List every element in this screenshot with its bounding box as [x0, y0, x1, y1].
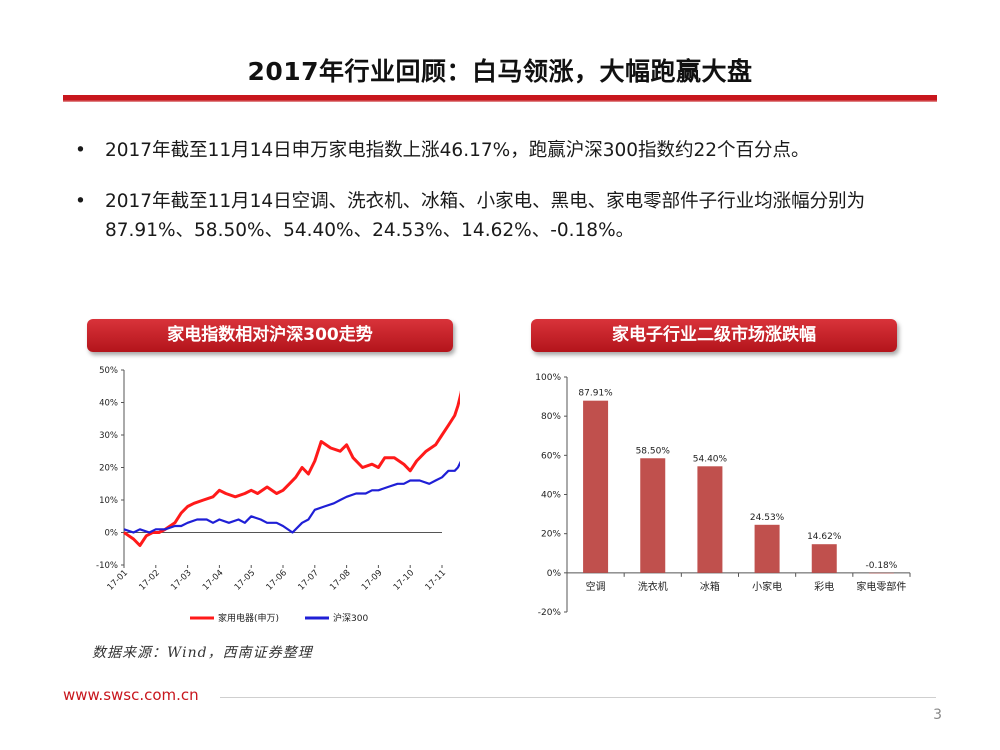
bullet-list: • 2017年截至11月14日申万家电指数上涨46.17%，跑赢沪深300指数约… [75, 136, 945, 267]
bullet-text: 2017年截至11月14日申万家电指数上涨46.17%，跑赢沪深300指数约22… [105, 140, 810, 161]
x-tick-label: 17-08 [328, 568, 353, 593]
page-number: 3 [933, 707, 942, 723]
bar [754, 524, 780, 573]
bar-data-label: 58.50% [636, 446, 671, 456]
y-tick-label: 20% [99, 464, 118, 474]
series-line-csi300 [123, 456, 466, 534]
x-tick-label: 17-07 [296, 568, 321, 593]
bullet-marker: • [75, 191, 86, 212]
bar [811, 544, 837, 573]
y-tick-label: 100% [535, 373, 561, 383]
y-tick-label: 0% [547, 569, 562, 579]
legend-label: 家用电器(申万) [218, 612, 279, 624]
x-category-label: 洗衣机 [638, 580, 668, 593]
y-tick-label: 40% [99, 399, 118, 409]
footer-divider [220, 697, 936, 698]
legend-label: 沪深300 [333, 612, 368, 624]
x-tick-label: 17-10 [392, 568, 417, 593]
bar-data-label: 24.53% [750, 513, 785, 523]
x-category-label: 冰箱 [700, 580, 720, 593]
series-line-appliance-index [123, 381, 466, 547]
line-chart-title: 家电指数相对沪深300走势 [87, 319, 453, 352]
bar-chart-svg: -20% 0% 20% 40% 60% 80% 100% 87.91% 空调 58.50% 洗衣机 5… [535, 373, 911, 618]
bar [697, 466, 723, 573]
footer-url[interactable]: www.swsc.com.cn [63, 686, 199, 704]
y-tick-label: 80% [541, 412, 561, 422]
y-tick-label: -10% [96, 561, 118, 571]
bullet-item-2: • 2017年截至11月14日空调、洗衣机、冰箱、小家电、黑电、家电零部件子行业… [75, 187, 945, 245]
bar-chart: -20% 0% 20% 40% 60% 80% 100% 87.91% 空调 58.50% 洗衣机 5… [525, 362, 920, 622]
x-category-label: 小家电 [752, 580, 782, 593]
data-source: 数据来源：Wind，西南证券整理 [92, 645, 313, 661]
bullet-text: 2017年截至11月14日空调、洗衣机、冰箱、小家电、黑电、家电零部件子行业均涨… [105, 191, 866, 241]
line-chart-svg: -10% 0% 10% 20% 30% 40% 50% 17-01 17-02 17-03 17-0… [96, 366, 466, 624]
bullet-marker: • [75, 140, 86, 161]
slide-title: 2017年行业回顾：白马领涨，大幅跑赢大盘 [247, 57, 753, 86]
y-tick-label: 50% [99, 366, 118, 376]
bar-data-label: 87.91% [578, 389, 613, 399]
bar [583, 400, 609, 573]
y-tick-label: 20% [541, 530, 561, 540]
x-tick-label: 17-04 [201, 568, 226, 593]
x-tick-label: 17-03 [169, 568, 194, 593]
y-tick-label: 40% [541, 491, 561, 501]
x-tick-label: 17-06 [265, 568, 290, 593]
y-tick-label: -20% [538, 608, 562, 618]
bullet-item-1: • 2017年截至11月14日申万家电指数上涨46.17%，跑赢沪深300指数约… [75, 136, 945, 165]
x-category-label: 彩电 [814, 580, 834, 593]
bar-data-label: -0.18% [865, 561, 897, 571]
bar [640, 458, 666, 573]
x-tick-label: 17-02 [137, 568, 162, 593]
x-tick-label: 17-09 [360, 568, 385, 593]
x-category-label: 家电零部件 [856, 580, 906, 593]
line-chart: -10% 0% 10% 20% 30% 40% 50% 17-01 17-02 17-03 17-0… [80, 360, 466, 635]
title-underline [63, 95, 937, 102]
y-tick-label: 30% [99, 431, 118, 441]
bar-data-label: 54.40% [693, 454, 728, 464]
y-tick-label: 0% [105, 529, 119, 539]
bar [868, 572, 894, 574]
y-tick-label: 10% [99, 496, 118, 506]
x-tick-label: 17-11 [424, 568, 449, 593]
x-tick-label: 17-05 [233, 568, 258, 593]
x-tick-label: 17-01 [106, 568, 131, 593]
x-category-label: 空调 [586, 580, 606, 593]
y-tick-label: 60% [541, 451, 561, 461]
bar-data-label: 14.62% [807, 532, 842, 542]
bar-chart-title: 家电子行业二级市场涨跌幅 [531, 319, 897, 352]
